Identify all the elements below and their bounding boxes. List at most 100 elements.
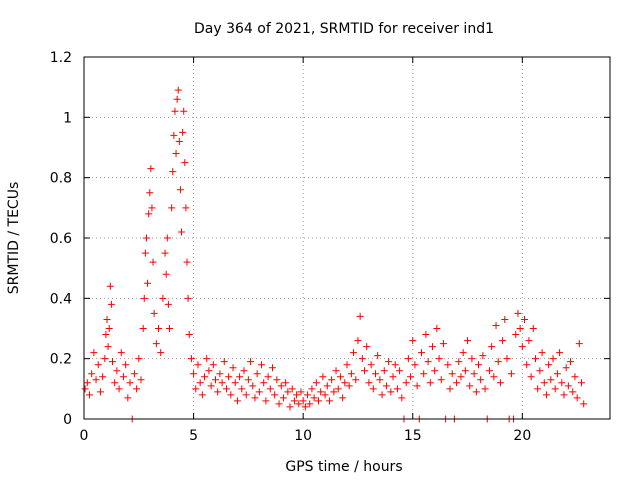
data-point <box>101 355 109 363</box>
data-point <box>374 352 382 360</box>
data-point <box>181 159 189 167</box>
data-point <box>145 210 153 218</box>
data-point <box>571 373 579 381</box>
data-point <box>347 370 355 378</box>
x-tick-label: 5 <box>189 428 198 444</box>
data-point <box>567 358 575 366</box>
data-point <box>119 373 127 381</box>
data-point <box>141 249 149 257</box>
data-point <box>361 367 369 375</box>
data-point <box>175 137 183 145</box>
data-point <box>94 361 102 369</box>
data-point <box>448 370 456 378</box>
data-point <box>207 382 215 390</box>
data-point <box>282 379 290 387</box>
data-point <box>446 385 454 393</box>
data-point <box>262 397 270 405</box>
data-point <box>536 367 544 375</box>
chart-title: Day 364 of 2021, SRMTID for receiver ind… <box>194 21 494 37</box>
data-point <box>492 321 500 329</box>
data-point <box>404 355 412 363</box>
data-point <box>150 309 158 317</box>
data-point <box>137 376 145 384</box>
data-point <box>433 325 441 332</box>
data-point <box>174 86 182 94</box>
data-point <box>380 367 388 375</box>
data-point <box>279 394 287 402</box>
data-point <box>288 385 296 393</box>
data-point <box>560 391 568 399</box>
data-point <box>308 385 316 393</box>
data-point <box>385 358 393 366</box>
data-point <box>124 394 132 402</box>
x-tick-label: 0 <box>80 428 89 444</box>
data-point <box>277 382 285 390</box>
data-point <box>464 337 472 345</box>
data-point <box>236 373 244 381</box>
data-point <box>507 370 515 378</box>
data-point <box>201 373 209 381</box>
data-point <box>376 376 384 384</box>
data-point <box>382 382 390 390</box>
data-point <box>428 343 436 351</box>
data-point <box>418 349 426 357</box>
data-point <box>104 343 112 351</box>
data-point <box>542 391 550 399</box>
data-point <box>102 331 110 339</box>
y-tick-label: 0.6 <box>50 231 72 247</box>
data-point <box>194 361 202 369</box>
data-point <box>514 309 522 317</box>
data-point <box>545 361 553 369</box>
data-point <box>90 349 98 357</box>
data-point <box>96 388 104 396</box>
data-point <box>214 388 222 396</box>
data-point <box>453 379 461 387</box>
data-point <box>299 397 307 405</box>
data-point <box>105 325 113 332</box>
data-point <box>225 373 233 381</box>
data-point <box>172 150 180 158</box>
data-point <box>157 349 165 357</box>
data-point <box>183 258 191 266</box>
data-point <box>147 165 155 173</box>
data-point <box>534 385 542 393</box>
data-point <box>503 355 511 363</box>
data-point <box>455 358 463 366</box>
data-point <box>115 385 123 393</box>
data-point <box>396 367 404 375</box>
data-point <box>171 107 179 115</box>
data-point <box>490 373 498 381</box>
data-point <box>336 373 344 381</box>
data-point <box>85 391 93 399</box>
data-point <box>83 379 91 387</box>
data-point <box>422 331 430 339</box>
data-point <box>573 394 581 402</box>
axis-ticks: 0 5 10 15 20 0 0.2 0.4 0.6 0.8 1 1.2 <box>50 50 610 444</box>
data-point <box>466 382 474 390</box>
data-point <box>139 325 147 332</box>
data-point <box>169 168 177 176</box>
data-point <box>328 376 336 384</box>
data-point <box>144 279 152 287</box>
data-point <box>575 340 583 348</box>
data-point <box>317 388 325 396</box>
y-axis-label: SRMTID / TECUs <box>6 182 22 295</box>
data-point <box>315 397 323 405</box>
data-point <box>468 355 476 363</box>
data-point <box>290 397 298 405</box>
data-point <box>218 379 226 387</box>
data-point <box>297 388 305 396</box>
data-point <box>135 355 143 363</box>
data-point <box>162 270 170 278</box>
data-point <box>387 388 395 396</box>
data-point <box>179 128 187 136</box>
data-point <box>185 331 193 339</box>
data-point <box>437 376 445 384</box>
data-point <box>205 367 213 375</box>
data-point <box>435 355 443 363</box>
data-point <box>529 325 537 332</box>
data-point <box>549 355 557 363</box>
data-point <box>260 379 268 387</box>
data-point <box>184 294 192 302</box>
data-point <box>477 376 485 384</box>
